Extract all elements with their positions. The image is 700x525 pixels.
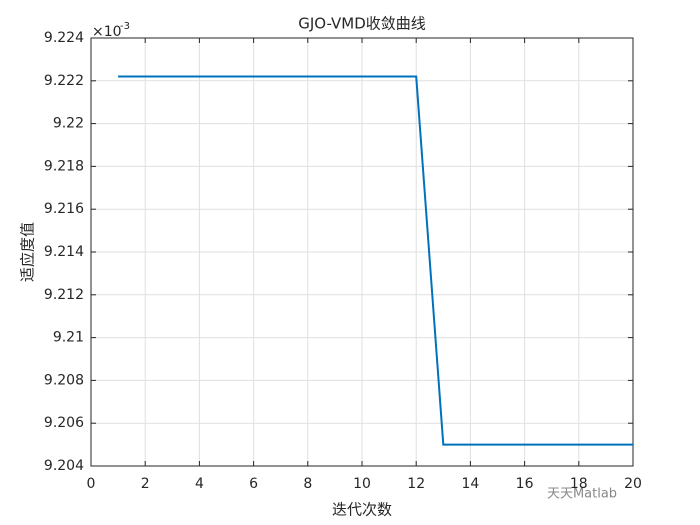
x-tick-label: 16	[516, 476, 534, 492]
chart-title: GJO-VMD收敛曲线	[298, 15, 426, 33]
x-tick-label: 4	[195, 476, 204, 492]
x-tick-label: 6	[249, 476, 258, 492]
y-multiplier-base: ×10	[92, 24, 122, 40]
y-tick-label: 9.224	[44, 30, 84, 46]
x-tick-label: 0	[87, 476, 96, 492]
axes-box	[90, 37, 634, 467]
y-tick-label: 9.208	[44, 372, 84, 388]
x-tick-label: 14	[461, 476, 479, 492]
x-tick-label: 12	[407, 476, 425, 492]
x-tick-label: 18	[570, 476, 588, 492]
y-axis-label: 适应度值	[19, 222, 37, 282]
y-tick-label: 9.22	[53, 116, 84, 132]
data-line	[118, 75, 633, 446]
y-multiplier-exponent: -3	[120, 21, 130, 32]
y-tick-label: 9.206	[44, 415, 84, 431]
x-tick-label: 2	[141, 476, 150, 492]
watermark: 天天Matlab	[547, 487, 617, 502]
x-tick-label: 10	[353, 476, 371, 492]
y-tick-label: 9.212	[44, 287, 84, 303]
x-tick-label: 20	[624, 476, 642, 492]
y-tick-label: 9.216	[44, 201, 84, 217]
x-axis-label: 迭代次数	[332, 501, 392, 519]
y-tick-label: 9.21	[53, 330, 84, 346]
y-tick-label: 9.222	[44, 73, 84, 89]
y-tick-label: 9.214	[44, 244, 84, 260]
y-tick-label: 9.204	[44, 458, 84, 474]
x-tick-label: 8	[303, 476, 312, 492]
y-tick-label: 9.218	[44, 158, 84, 174]
